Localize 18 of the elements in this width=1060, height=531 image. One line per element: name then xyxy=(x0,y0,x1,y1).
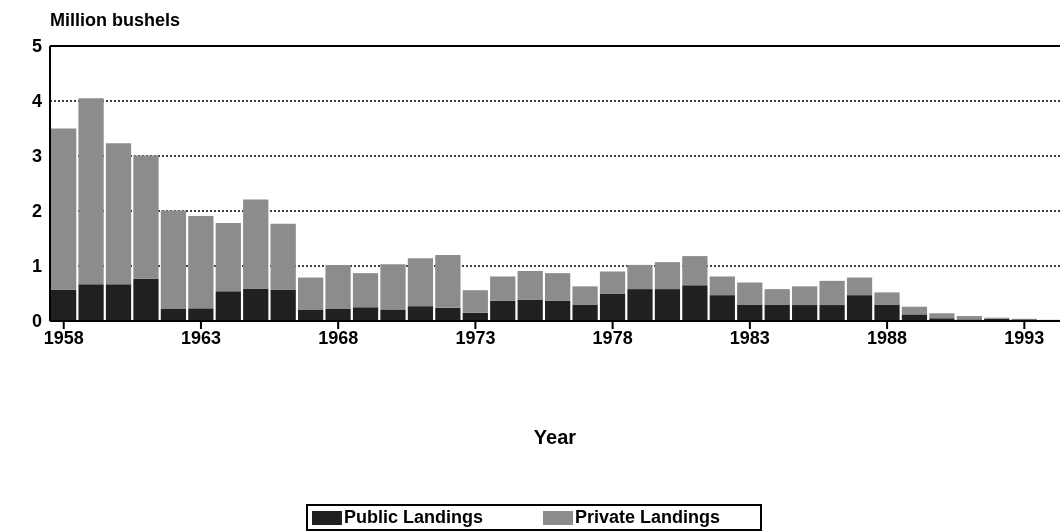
x-tick-label: 1968 xyxy=(318,327,359,348)
x-tick-label: 1988 xyxy=(867,327,908,348)
x-tick-label: 1963 xyxy=(180,327,221,348)
x-tick-label: 1978 xyxy=(592,327,633,348)
legend-label: Public Landings xyxy=(343,507,483,528)
y-tick-label: 4 xyxy=(31,91,42,112)
y-tick-label: 5 xyxy=(31,36,42,57)
x-tick-label: 1958 xyxy=(43,327,84,348)
y-tick-label: 1 xyxy=(31,256,42,277)
x-tick-label: 1973 xyxy=(455,327,496,348)
x-tick-label: 1993 xyxy=(1004,327,1045,348)
legend-label: Private Landings xyxy=(574,507,721,528)
x-tick-label: 1983 xyxy=(729,327,770,348)
y-tick-label: 0 xyxy=(31,311,42,332)
x-axis-title: Year xyxy=(532,426,578,449)
y-axis-title: Million bushels xyxy=(50,10,181,31)
y-tick-label: 2 xyxy=(31,201,42,222)
y-tick-label: 3 xyxy=(31,146,42,167)
